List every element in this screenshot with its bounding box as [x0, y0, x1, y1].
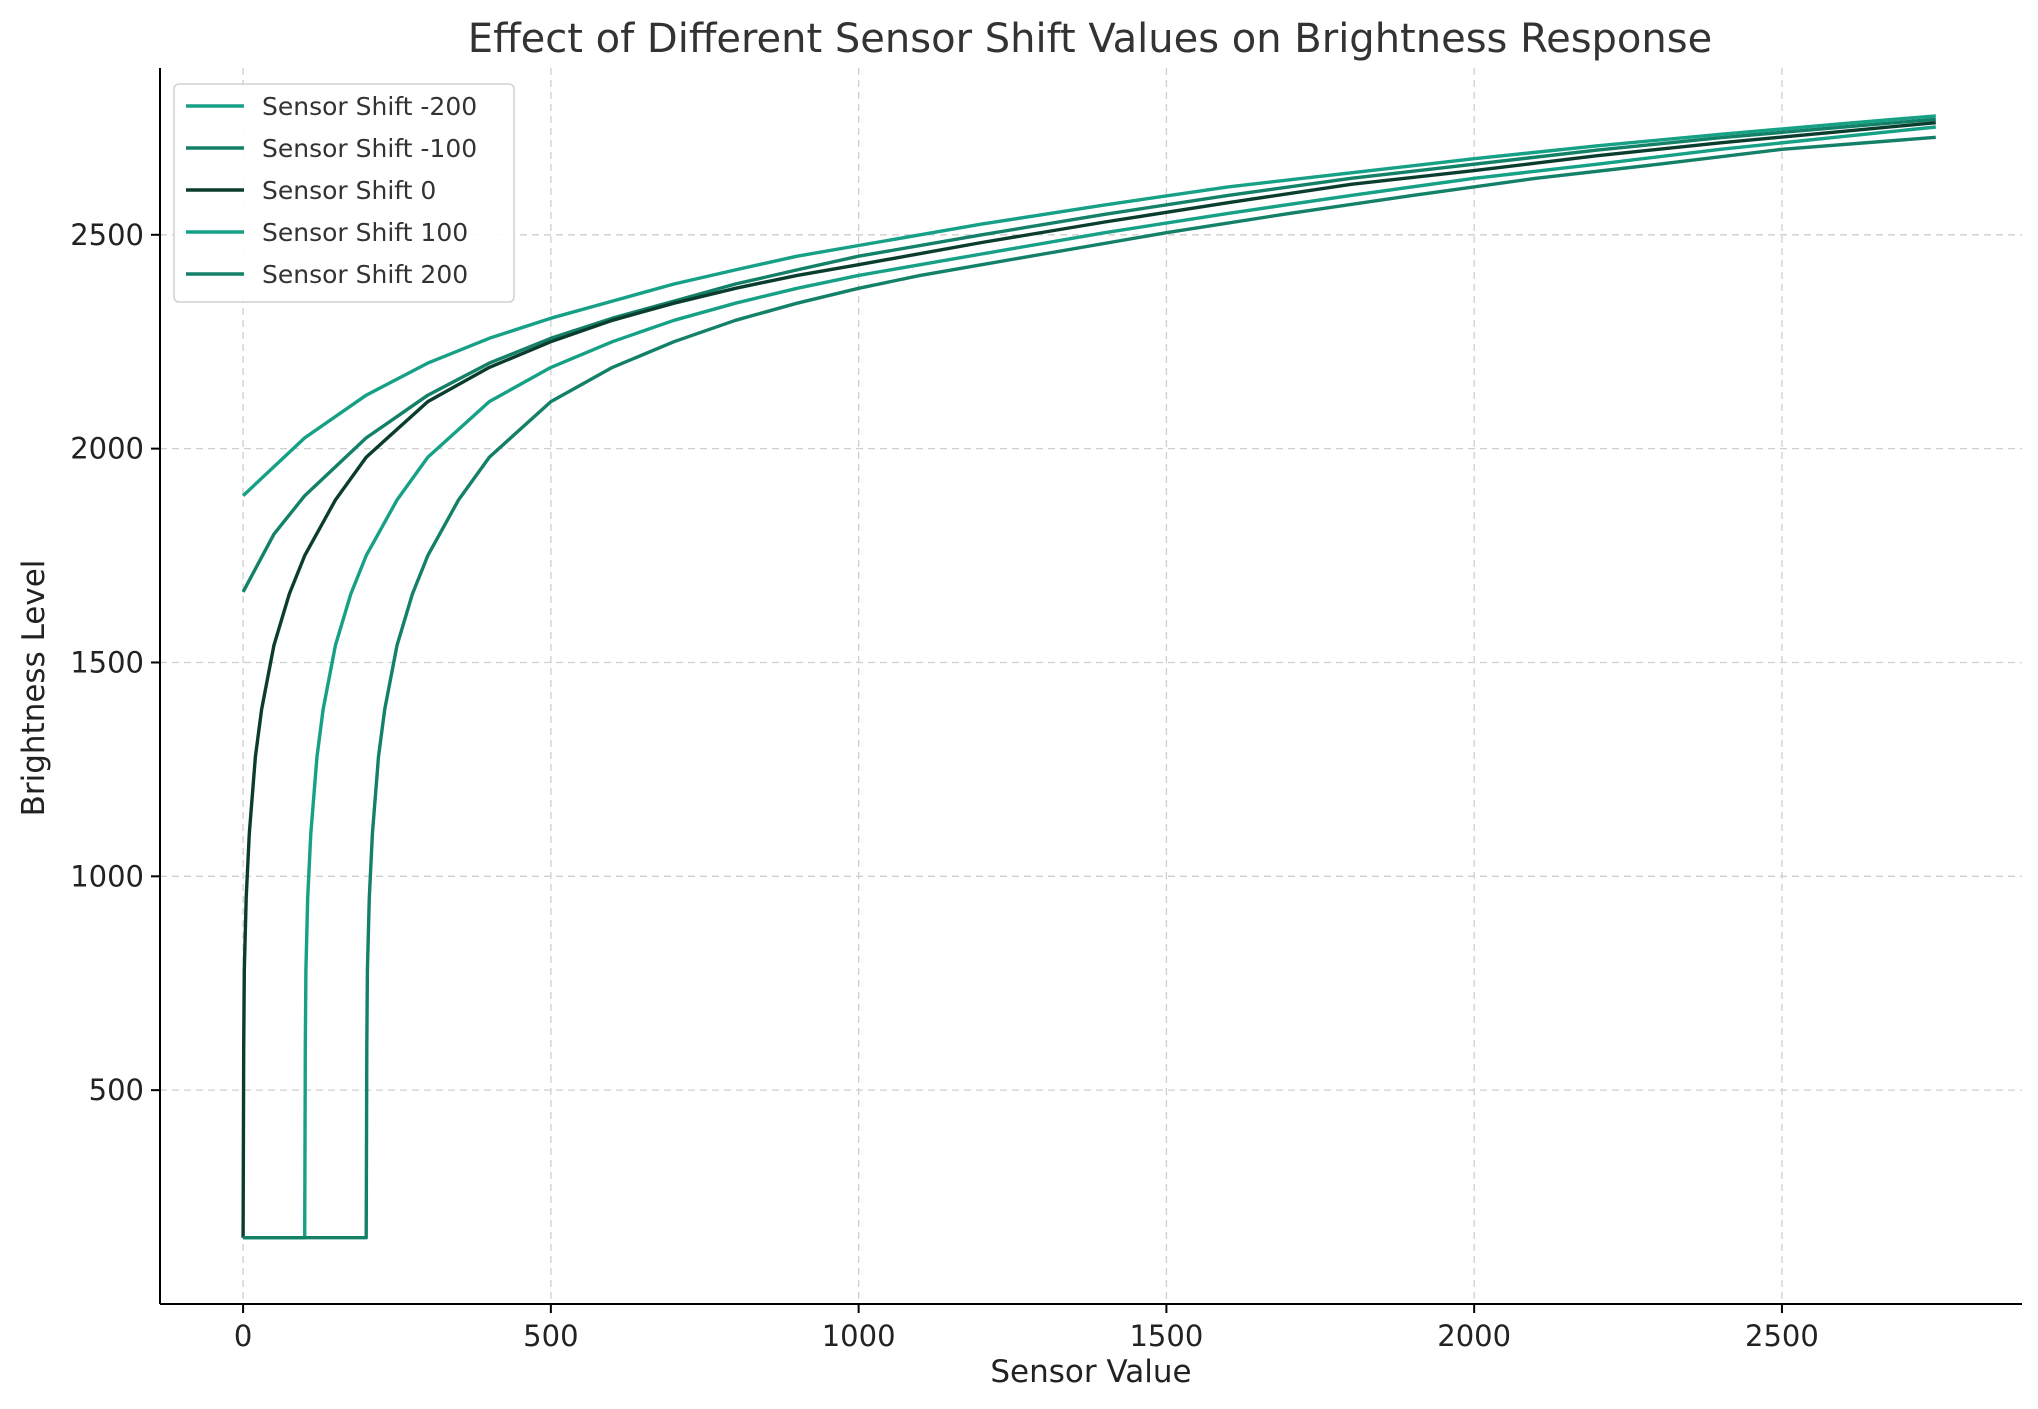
legend: Sensor Shift -200 Sensor Shift -100 Sensor… — [173, 83, 515, 303]
series-line — [243, 125, 1936, 1240]
series-line — [241, 121, 1936, 1238]
legend-entry: Sensor Shift 0 — [262, 176, 436, 205]
legend-entry: Sensor Shift 100 — [262, 218, 468, 247]
series-line — [241, 114, 1936, 497]
chart-title: Effect of Different Sensor Shift Values … — [468, 16, 1712, 62]
y-tick-label: 500 — [89, 1073, 144, 1107]
grid — [160, 68, 2022, 1304]
y-tick-label: 2500 — [70, 218, 144, 252]
x-tick-label: 2500 — [1745, 1319, 1819, 1353]
x-axis-label: Sensor Value — [990, 1354, 1191, 1390]
series-line — [243, 135, 1936, 1240]
y-tick-label: 2000 — [70, 432, 144, 466]
series-line — [241, 117, 1936, 593]
legend-entry: Sensor Shift -200 — [262, 92, 477, 121]
y-tick-label: 1500 — [70, 645, 144, 679]
y-axis-ticks: 500 1000 1500 2000 2500 — [70, 218, 160, 1107]
x-tick-label: 500 — [523, 1319, 578, 1353]
legend-entry: Sensor Shift 200 — [262, 260, 468, 289]
legend-entry: Sensor Shift -100 — [262, 134, 477, 163]
x-tick-label: 2000 — [1437, 1319, 1511, 1353]
x-axis-ticks: 0 500 1000 1500 2000 2500 — [234, 1304, 1819, 1353]
series-lines — [241, 114, 1936, 1240]
x-tick-label: 1000 — [822, 1319, 896, 1353]
x-tick-label: 0 — [234, 1319, 252, 1353]
y-tick-label: 1000 — [70, 859, 144, 893]
y-axis-label: Brightness Level — [16, 560, 52, 817]
x-tick-label: 1500 — [1129, 1319, 1203, 1353]
legend-box — [173, 83, 515, 303]
